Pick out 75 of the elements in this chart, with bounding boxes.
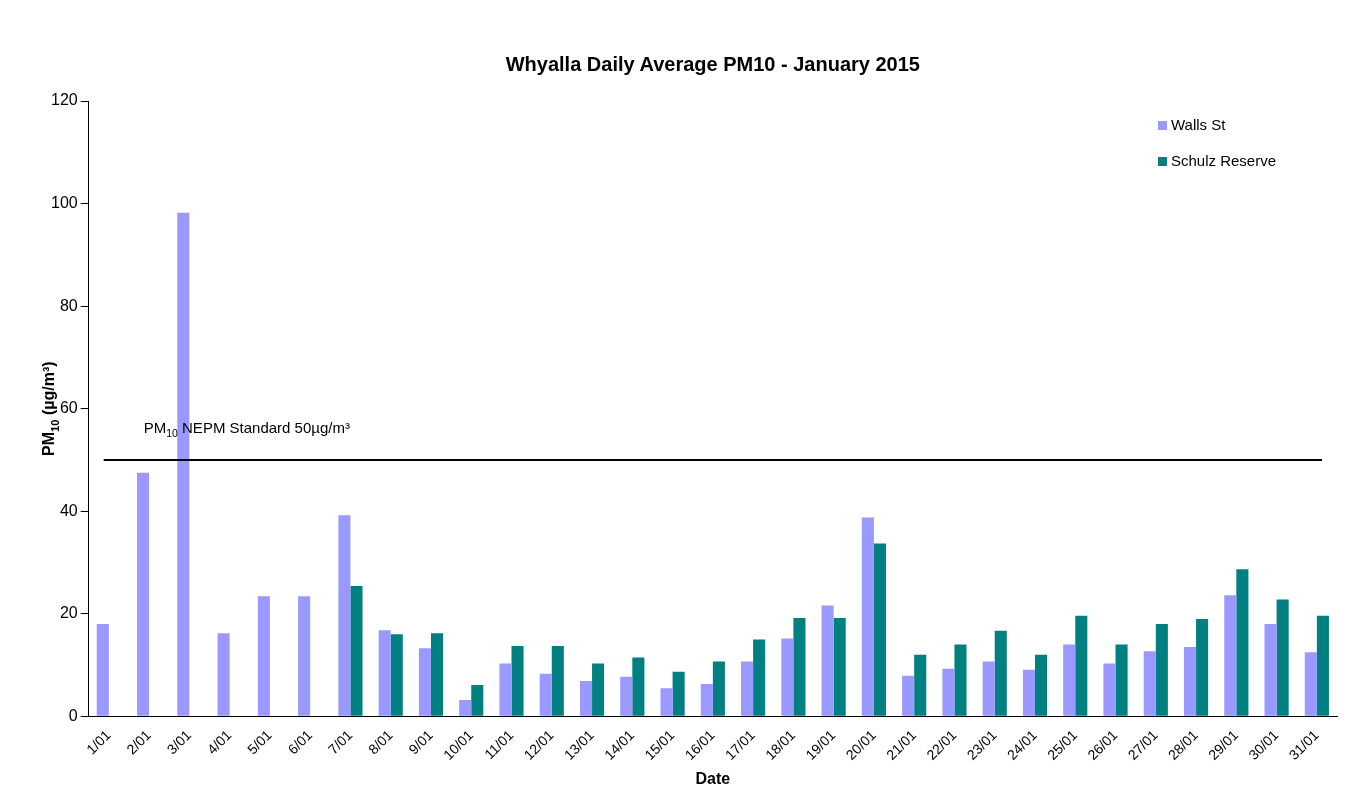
bar <box>620 676 633 716</box>
bar <box>539 673 552 716</box>
bar <box>793 617 806 716</box>
bar <box>338 515 351 716</box>
bar <box>1304 652 1317 716</box>
bar <box>1103 663 1116 716</box>
bar <box>137 472 150 716</box>
bar <box>511 646 524 716</box>
bar <box>418 648 431 716</box>
bar <box>1022 669 1035 716</box>
bar <box>298 596 311 716</box>
bar <box>1264 624 1277 716</box>
bar <box>700 684 713 716</box>
bar <box>1183 647 1197 716</box>
y-tick-label: 80 <box>59 296 78 314</box>
x-tick-label: 7/01 <box>324 726 356 758</box>
y-tick-label: 0 <box>68 706 78 724</box>
bar <box>579 680 593 716</box>
y-tick-label: 40 <box>59 501 78 519</box>
x-tick-label: 9/01 <box>405 726 436 758</box>
x-tick-label: 8/01 <box>364 726 396 758</box>
bar <box>350 586 363 716</box>
y-axis-title: PM10 (µg/m³) <box>40 361 61 456</box>
legend-label: Schulz Reserve <box>1170 152 1276 170</box>
bar <box>1075 615 1088 716</box>
bar <box>1063 644 1076 716</box>
bar <box>914 654 927 716</box>
bar <box>257 596 270 716</box>
bar <box>861 517 874 716</box>
bar <box>390 634 403 716</box>
bar <box>902 675 915 716</box>
bar <box>430 633 444 716</box>
bar <box>1034 654 1048 716</box>
bar <box>954 644 967 716</box>
y-tick-label: 20 <box>59 604 78 622</box>
x-tick-label: 1/01 <box>83 726 114 758</box>
bar <box>1224 595 1237 716</box>
bar <box>1155 624 1168 716</box>
bar <box>499 663 512 716</box>
y-tick-label: 100 <box>50 193 78 211</box>
bar <box>96 624 109 716</box>
bar <box>471 685 484 716</box>
bar <box>217 633 230 716</box>
bar <box>632 657 645 716</box>
x-tick-label: 5/01 <box>244 726 275 758</box>
bar <box>753 639 766 716</box>
legend-label: Walls St <box>1170 116 1227 134</box>
bar <box>1143 651 1156 716</box>
x-axis-title: Date <box>695 770 731 788</box>
bar <box>551 646 564 716</box>
bar <box>833 617 846 716</box>
bar <box>1115 644 1128 716</box>
x-tick-label: 3/01 <box>163 726 195 758</box>
x-tick-label: 4/01 <box>203 726 235 758</box>
bar <box>672 671 685 716</box>
bar <box>982 661 995 716</box>
bar <box>592 663 605 716</box>
bar <box>994 630 1007 716</box>
y-tick-label: 60 <box>59 399 78 417</box>
bar <box>873 543 886 716</box>
x-tick-label: 6/01 <box>284 726 316 758</box>
bar <box>1236 569 1249 716</box>
bar <box>821 605 834 716</box>
bar <box>378 630 391 716</box>
bar <box>1196 618 1209 716</box>
bar <box>712 661 725 716</box>
bar <box>942 668 955 716</box>
bar <box>1276 599 1289 716</box>
bar <box>741 661 754 716</box>
bar <box>459 699 472 716</box>
chart-title: Whyalla Daily Average PM10 - January 2015 <box>505 52 920 75</box>
bar <box>660 688 673 716</box>
bar <box>781 638 794 716</box>
y-tick-label: 120 <box>50 91 78 109</box>
bar <box>1316 615 1329 716</box>
